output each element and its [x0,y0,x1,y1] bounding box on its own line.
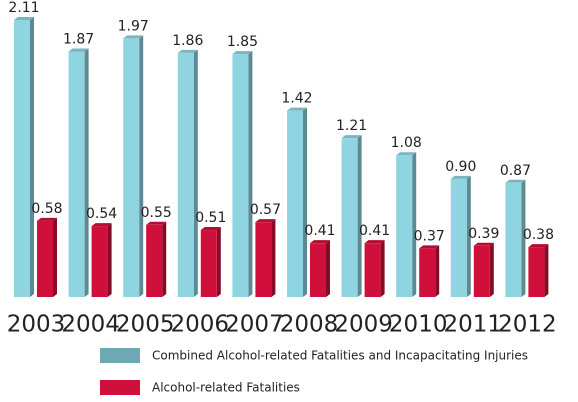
bar-side [466,175,471,297]
bar-side [139,35,144,297]
bar-top [505,179,526,183]
legend-label: Alcohol-related Fatalities [152,381,300,395]
bar-side [357,135,362,297]
x-tick-label: 2004 [61,312,120,338]
bar-top [450,175,471,179]
bar-top [341,135,362,139]
data-label: 0.39 [468,226,499,242]
bar-side [271,219,276,297]
bar [91,226,108,297]
bar-top [91,223,112,227]
data-label: 2.11 [8,0,39,16]
bar [200,230,217,297]
bar-top [310,240,330,244]
x-tick-label: 2009 [334,312,393,338]
bar-side [248,51,253,297]
bar-side [303,107,307,297]
data-label: 0.37 [414,228,445,244]
x-tick-label: 2008 [280,312,339,338]
bar-side [489,242,494,297]
bar-top [123,35,144,39]
bar-side [544,244,549,297]
bar-side [380,240,385,297]
bar [14,20,30,297]
bar [123,38,140,297]
bar [396,155,413,297]
bar [37,220,53,297]
x-tick-label: 2007 [225,312,284,338]
data-label: 1.42 [281,91,312,107]
data-label: 1.87 [63,32,94,48]
bar-side [412,152,417,297]
bar-side [30,17,34,297]
legend-label: Combined Alcohol-related Fatalities and … [152,349,528,363]
bar-side [84,48,89,297]
data-label: 0.54 [86,206,117,222]
bar-top [396,152,417,156]
bar [505,182,522,297]
bar [528,247,545,297]
x-tick-label: 2011 [444,312,503,338]
bar [146,224,163,297]
x-tick-label: 2012 [498,312,557,338]
data-label: 1.85 [227,34,258,50]
data-label: 0.90 [445,159,476,175]
data-label: 0.41 [304,223,335,239]
data-label: 1.21 [336,118,367,134]
bar-top [146,221,167,225]
bar-side [162,221,167,297]
data-label: 0.58 [31,201,62,217]
bar [341,138,358,297]
bar [232,54,249,297]
data-label: 1.08 [391,135,422,151]
bar-top [232,51,253,55]
bar-top [200,227,221,231]
bar-top [68,48,89,52]
bar-top [364,240,385,244]
bar [473,245,490,297]
data-label: 1.97 [118,18,149,34]
x-tick-label: 2010 [389,312,448,338]
bar [68,51,85,297]
bar [310,243,326,297]
bar-top [473,242,494,246]
bar-side [435,245,440,297]
legend-swatch [100,348,140,363]
data-label: 0.41 [359,223,390,239]
bar-top [177,49,198,53]
x-tick-label: 2003 [7,312,66,338]
bar-side [193,49,198,298]
bar-top [287,107,307,111]
bar-side [216,227,221,297]
bar-top [14,17,34,20]
bar-side [521,179,526,297]
data-label: 0.55 [141,205,172,221]
bar-side [107,223,112,297]
bar [177,52,194,298]
bar-top [37,217,57,221]
bar-side [53,217,57,297]
x-tick-label: 2006 [171,312,230,338]
bar [364,243,381,297]
x-tick-label: 2005 [116,312,175,338]
data-label: 0.87 [500,163,531,179]
legend-swatch [100,380,140,395]
bar [255,222,272,297]
bar [419,248,436,297]
bar-side [326,240,330,297]
bar-top [255,219,276,223]
data-label: 0.51 [195,210,226,226]
bar-top [528,244,549,248]
bar [450,178,467,297]
bar-top [419,245,440,249]
data-label: 0.57 [250,202,281,218]
data-label: 0.38 [523,227,554,243]
data-label: 1.86 [172,33,203,49]
bar [287,110,303,297]
